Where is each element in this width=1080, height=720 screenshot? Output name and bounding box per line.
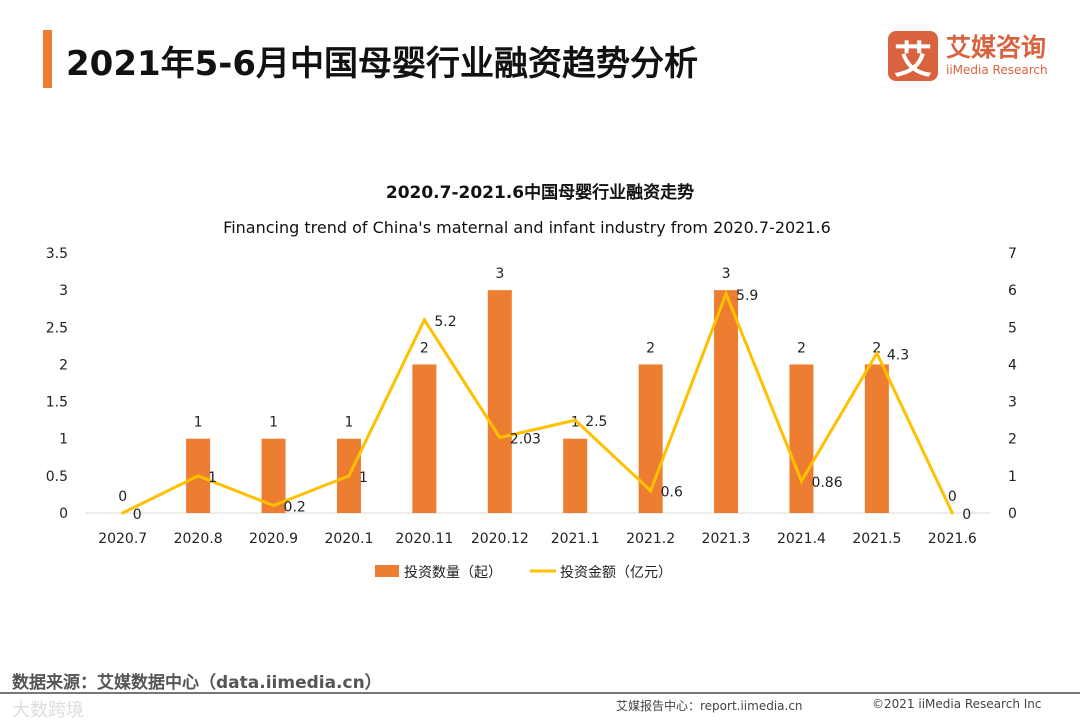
legend-bar-label: 投资数量（起） <box>404 565 502 581</box>
legend-bar-swatch <box>375 565 399 577</box>
bar-data-label: 1 <box>344 415 353 431</box>
x-tick-label: 2020.12 <box>471 531 529 547</box>
footer-divider <box>0 692 1080 694</box>
y-right-tick-label: 7 <box>1008 246 1017 262</box>
line-point <box>196 474 200 478</box>
bar <box>563 438 588 513</box>
bar <box>789 364 814 513</box>
line-point <box>724 292 728 296</box>
x-tick-label: 2020.11 <box>395 531 453 547</box>
chart: 2020.7-2021.6中国母婴行业融资走势 Financing trend … <box>46 182 1017 581</box>
line-point <box>272 504 276 508</box>
chart-title: 2020.7-2021.6中国母婴行业融资走势 <box>386 182 694 203</box>
bar <box>714 290 739 513</box>
x-tick-label: 2021.4 <box>777 531 826 547</box>
bar-data-label: 1 <box>571 415 580 431</box>
logo: 艾 艾媒咨询 iiMedia Research <box>888 31 1048 82</box>
line-point <box>422 318 426 322</box>
bar-data-label: 2 <box>420 340 429 356</box>
copyright: ©2021 iiMedia Research Inc <box>872 697 1042 711</box>
line-series <box>122 289 954 515</box>
line-point <box>498 436 502 440</box>
line-point <box>950 511 954 515</box>
bar-data-label: 2 <box>872 340 881 356</box>
x-tick-label: 2021.5 <box>852 531 901 547</box>
legend-line-label: 投资金额（亿元） <box>560 565 672 581</box>
y-right-tick-label: 4 <box>1008 357 1017 373</box>
line-point <box>799 479 803 483</box>
line-point <box>875 351 879 355</box>
y-left-tick-label: 1.5 <box>46 395 68 411</box>
y-left-tick-label: 3.5 <box>46 246 68 262</box>
bar-data-label: 3 <box>495 266 504 282</box>
bar <box>412 364 437 513</box>
x-tick-label: 2021.2 <box>626 531 675 547</box>
bar-data-label: 2 <box>797 340 806 356</box>
bar <box>864 364 889 513</box>
x-tick-label: 2020.7 <box>98 531 147 547</box>
logo-mark: 艾 <box>888 31 938 82</box>
y-left-tick-label: 0.5 <box>46 469 68 485</box>
line-point <box>573 418 577 422</box>
bar-data-label: 0 <box>118 489 127 505</box>
y-left-tick-label: 0 <box>59 506 68 522</box>
line-data-label: 1 <box>359 470 368 486</box>
line-data-label: 0.86 <box>811 475 842 491</box>
bar-data-label: 3 <box>722 266 731 282</box>
line-data-label: 5.2 <box>434 314 456 330</box>
y-left-tick-label: 2 <box>59 357 68 373</box>
chart-subtitle: Financing trend of China's maternal and … <box>223 218 831 237</box>
line-data-label: 0.2 <box>284 500 306 516</box>
y-right-tick-label: 5 <box>1008 320 1017 336</box>
bar-data-label: 2 <box>646 340 655 356</box>
line-data-label: 1 <box>208 470 217 486</box>
line-data-label: 2.03 <box>510 432 541 448</box>
x-tick-label: 2020.8 <box>174 531 223 547</box>
x-tick-label: 2021.3 <box>702 531 751 547</box>
x-tick-label: 2021.1 <box>551 531 600 547</box>
page-title: 2021年5-6月中国母婴行业融资趋势分析 <box>66 44 699 84</box>
line-point <box>121 511 125 515</box>
logo-cn: 艾媒咨询 <box>946 33 1047 62</box>
line-data-label: 5.9 <box>736 288 758 304</box>
bar-data-label: 1 <box>194 415 203 431</box>
y-left-tick-label: 2.5 <box>46 320 68 336</box>
x-tick-label: 2020.9 <box>249 531 298 547</box>
line-point <box>347 474 351 478</box>
line-data-label: 0.6 <box>661 485 683 501</box>
bar-data-label: 1 <box>269 415 278 431</box>
x-tick-label: 2021.6 <box>928 531 977 547</box>
bar-data-label: 0 <box>948 489 957 505</box>
x-tick-label: 2020.1 <box>324 531 373 547</box>
y-right-tick-label: 1 <box>1008 469 1017 485</box>
title-accent-bar <box>43 30 52 88</box>
y-right-tick-label: 6 <box>1008 283 1017 299</box>
line-data-label: 4.3 <box>887 347 909 363</box>
y-left-tick-label: 1 <box>59 432 68 448</box>
report-link[interactable]: 艾媒报告中心：report.iimedia.cn <box>616 699 803 713</box>
y-right-tick-label: 0 <box>1008 506 1017 522</box>
line-data-label: 2.5 <box>585 414 607 430</box>
y-right-tick-label: 3 <box>1008 395 1017 411</box>
bar <box>261 438 286 513</box>
data-source: 数据来源：艾媒数据中心（data.iimedia.cn） <box>12 673 382 693</box>
watermark: 大数跨境 <box>12 700 84 720</box>
line-point <box>649 489 653 493</box>
line-data-label: 0 <box>962 507 971 523</box>
y-right-tick-label: 2 <box>1008 432 1017 448</box>
line-data-label: 0 <box>133 507 142 523</box>
logo-en: iiMedia Research <box>946 63 1048 77</box>
bar <box>487 290 512 513</box>
y-left-tick-label: 3 <box>59 283 68 299</box>
